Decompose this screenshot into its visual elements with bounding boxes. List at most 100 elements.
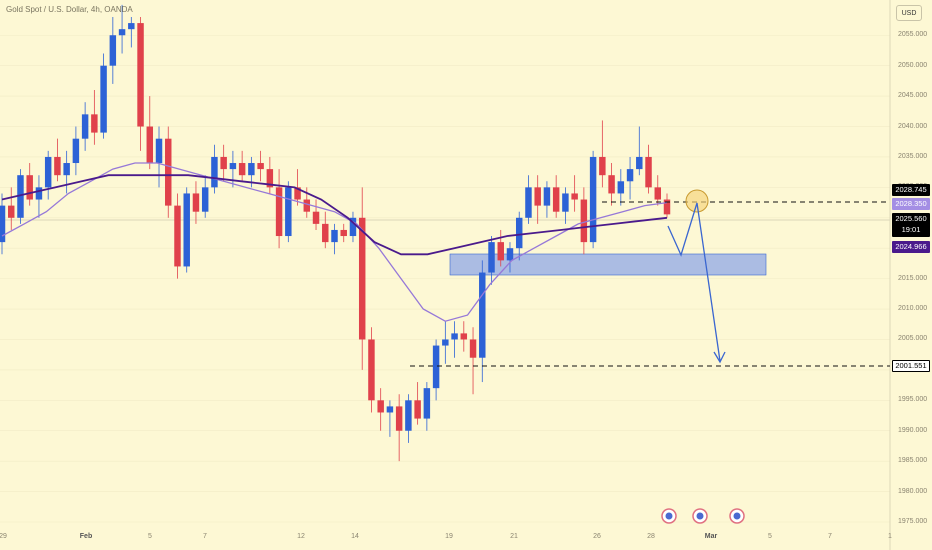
candle xyxy=(26,175,33,200)
price-tag-2024-966: 2024.966 xyxy=(892,241,930,253)
grid-lines xyxy=(0,34,890,523)
candle xyxy=(174,205,181,267)
candle xyxy=(91,114,98,133)
time-tick-label: 5 xyxy=(148,533,152,540)
candle xyxy=(368,339,375,401)
candle xyxy=(238,163,246,176)
candle xyxy=(534,187,541,206)
price-tick-label: 2015.000 xyxy=(898,274,928,282)
candle xyxy=(294,187,301,200)
price-tag-2028-350: 2028.350 xyxy=(892,198,930,210)
time-tick-label: 14 xyxy=(351,533,359,540)
candle xyxy=(8,205,15,218)
candle xyxy=(0,205,6,243)
candle xyxy=(340,229,347,237)
time-tick-label: 21 xyxy=(510,533,518,540)
candle xyxy=(645,156,652,188)
candle xyxy=(423,388,431,419)
candle xyxy=(515,217,523,249)
price-tick-label: 2005.000 xyxy=(898,335,928,343)
time-tick-label: 7 xyxy=(828,533,832,540)
candle xyxy=(303,199,311,212)
candle xyxy=(201,187,209,212)
candle xyxy=(44,156,52,188)
time-tick-label: 12 xyxy=(297,533,305,540)
ma-fast-line xyxy=(1,162,668,322)
candle xyxy=(608,175,615,194)
candle xyxy=(257,163,264,170)
time-tick-label: 26 xyxy=(593,533,601,540)
candle xyxy=(405,400,412,431)
candle xyxy=(220,156,227,170)
candle xyxy=(497,242,504,261)
candle xyxy=(451,333,458,340)
candle xyxy=(322,223,329,243)
candle xyxy=(100,65,107,133)
candle xyxy=(571,193,578,200)
time-tick-label: Feb xyxy=(79,533,93,540)
candle xyxy=(72,138,80,164)
candle xyxy=(285,187,292,237)
demand-zone xyxy=(449,253,767,276)
candle xyxy=(81,114,89,139)
candle xyxy=(211,156,218,188)
candle xyxy=(137,23,144,127)
candle xyxy=(248,163,255,176)
candle xyxy=(275,187,283,237)
time-tick-label: 7 xyxy=(203,533,207,540)
price-tick-label: 1985.000 xyxy=(898,457,928,465)
highlight-circle xyxy=(685,189,709,213)
chart-title: Gold Spot / U.S. Dollar, 4h, OANDA xyxy=(6,5,133,14)
candle xyxy=(506,248,514,261)
candle xyxy=(562,193,569,212)
candle xyxy=(192,193,200,212)
currency-button[interactable]: USD xyxy=(896,5,922,21)
candle xyxy=(414,400,421,419)
candle xyxy=(479,272,486,358)
price-tick-label: 2045.000 xyxy=(898,92,928,100)
price-tick-label: 1995.000 xyxy=(898,396,928,404)
candle xyxy=(552,187,560,212)
candle xyxy=(35,187,43,200)
candle xyxy=(543,187,551,206)
candle xyxy=(266,169,274,188)
time-tick-label: 5 xyxy=(768,533,772,540)
candle xyxy=(54,156,61,176)
candle xyxy=(377,400,384,413)
candle xyxy=(118,29,126,36)
candle xyxy=(488,242,495,273)
candle xyxy=(331,229,338,243)
candle xyxy=(469,339,477,358)
candle xyxy=(17,175,24,218)
price-tag-current: 2025.560 19:01 xyxy=(892,213,930,237)
candle xyxy=(358,217,366,340)
candle xyxy=(589,156,597,243)
price-tag-countdown: 19:01 xyxy=(901,225,921,234)
candle xyxy=(109,35,117,66)
time-tick-label: Mar xyxy=(704,533,718,540)
price-tick-label: 2010.000 xyxy=(898,305,928,313)
candle xyxy=(525,187,532,218)
candle xyxy=(636,156,643,170)
event-icons xyxy=(661,508,745,524)
price-tick-label: 2040.000 xyxy=(898,122,928,130)
candles xyxy=(0,4,671,462)
price-tick-label: 2055.000 xyxy=(898,31,928,39)
candle xyxy=(128,23,135,30)
candle xyxy=(442,339,449,346)
candle xyxy=(146,126,154,164)
price-tick-label: 1990.000 xyxy=(898,426,928,434)
time-tick-label: 28 xyxy=(647,533,655,540)
candle xyxy=(617,181,625,194)
price-tag-2028-745: 2028.745 xyxy=(892,184,930,196)
candle xyxy=(432,345,440,389)
candle xyxy=(395,406,403,431)
candle xyxy=(229,163,237,170)
candle xyxy=(349,217,357,237)
candle xyxy=(626,169,634,182)
candle xyxy=(580,199,588,243)
price-tag-current-value: 2025.560 xyxy=(895,214,927,223)
candle xyxy=(63,163,70,176)
time-tick-label: 29 xyxy=(0,533,7,540)
